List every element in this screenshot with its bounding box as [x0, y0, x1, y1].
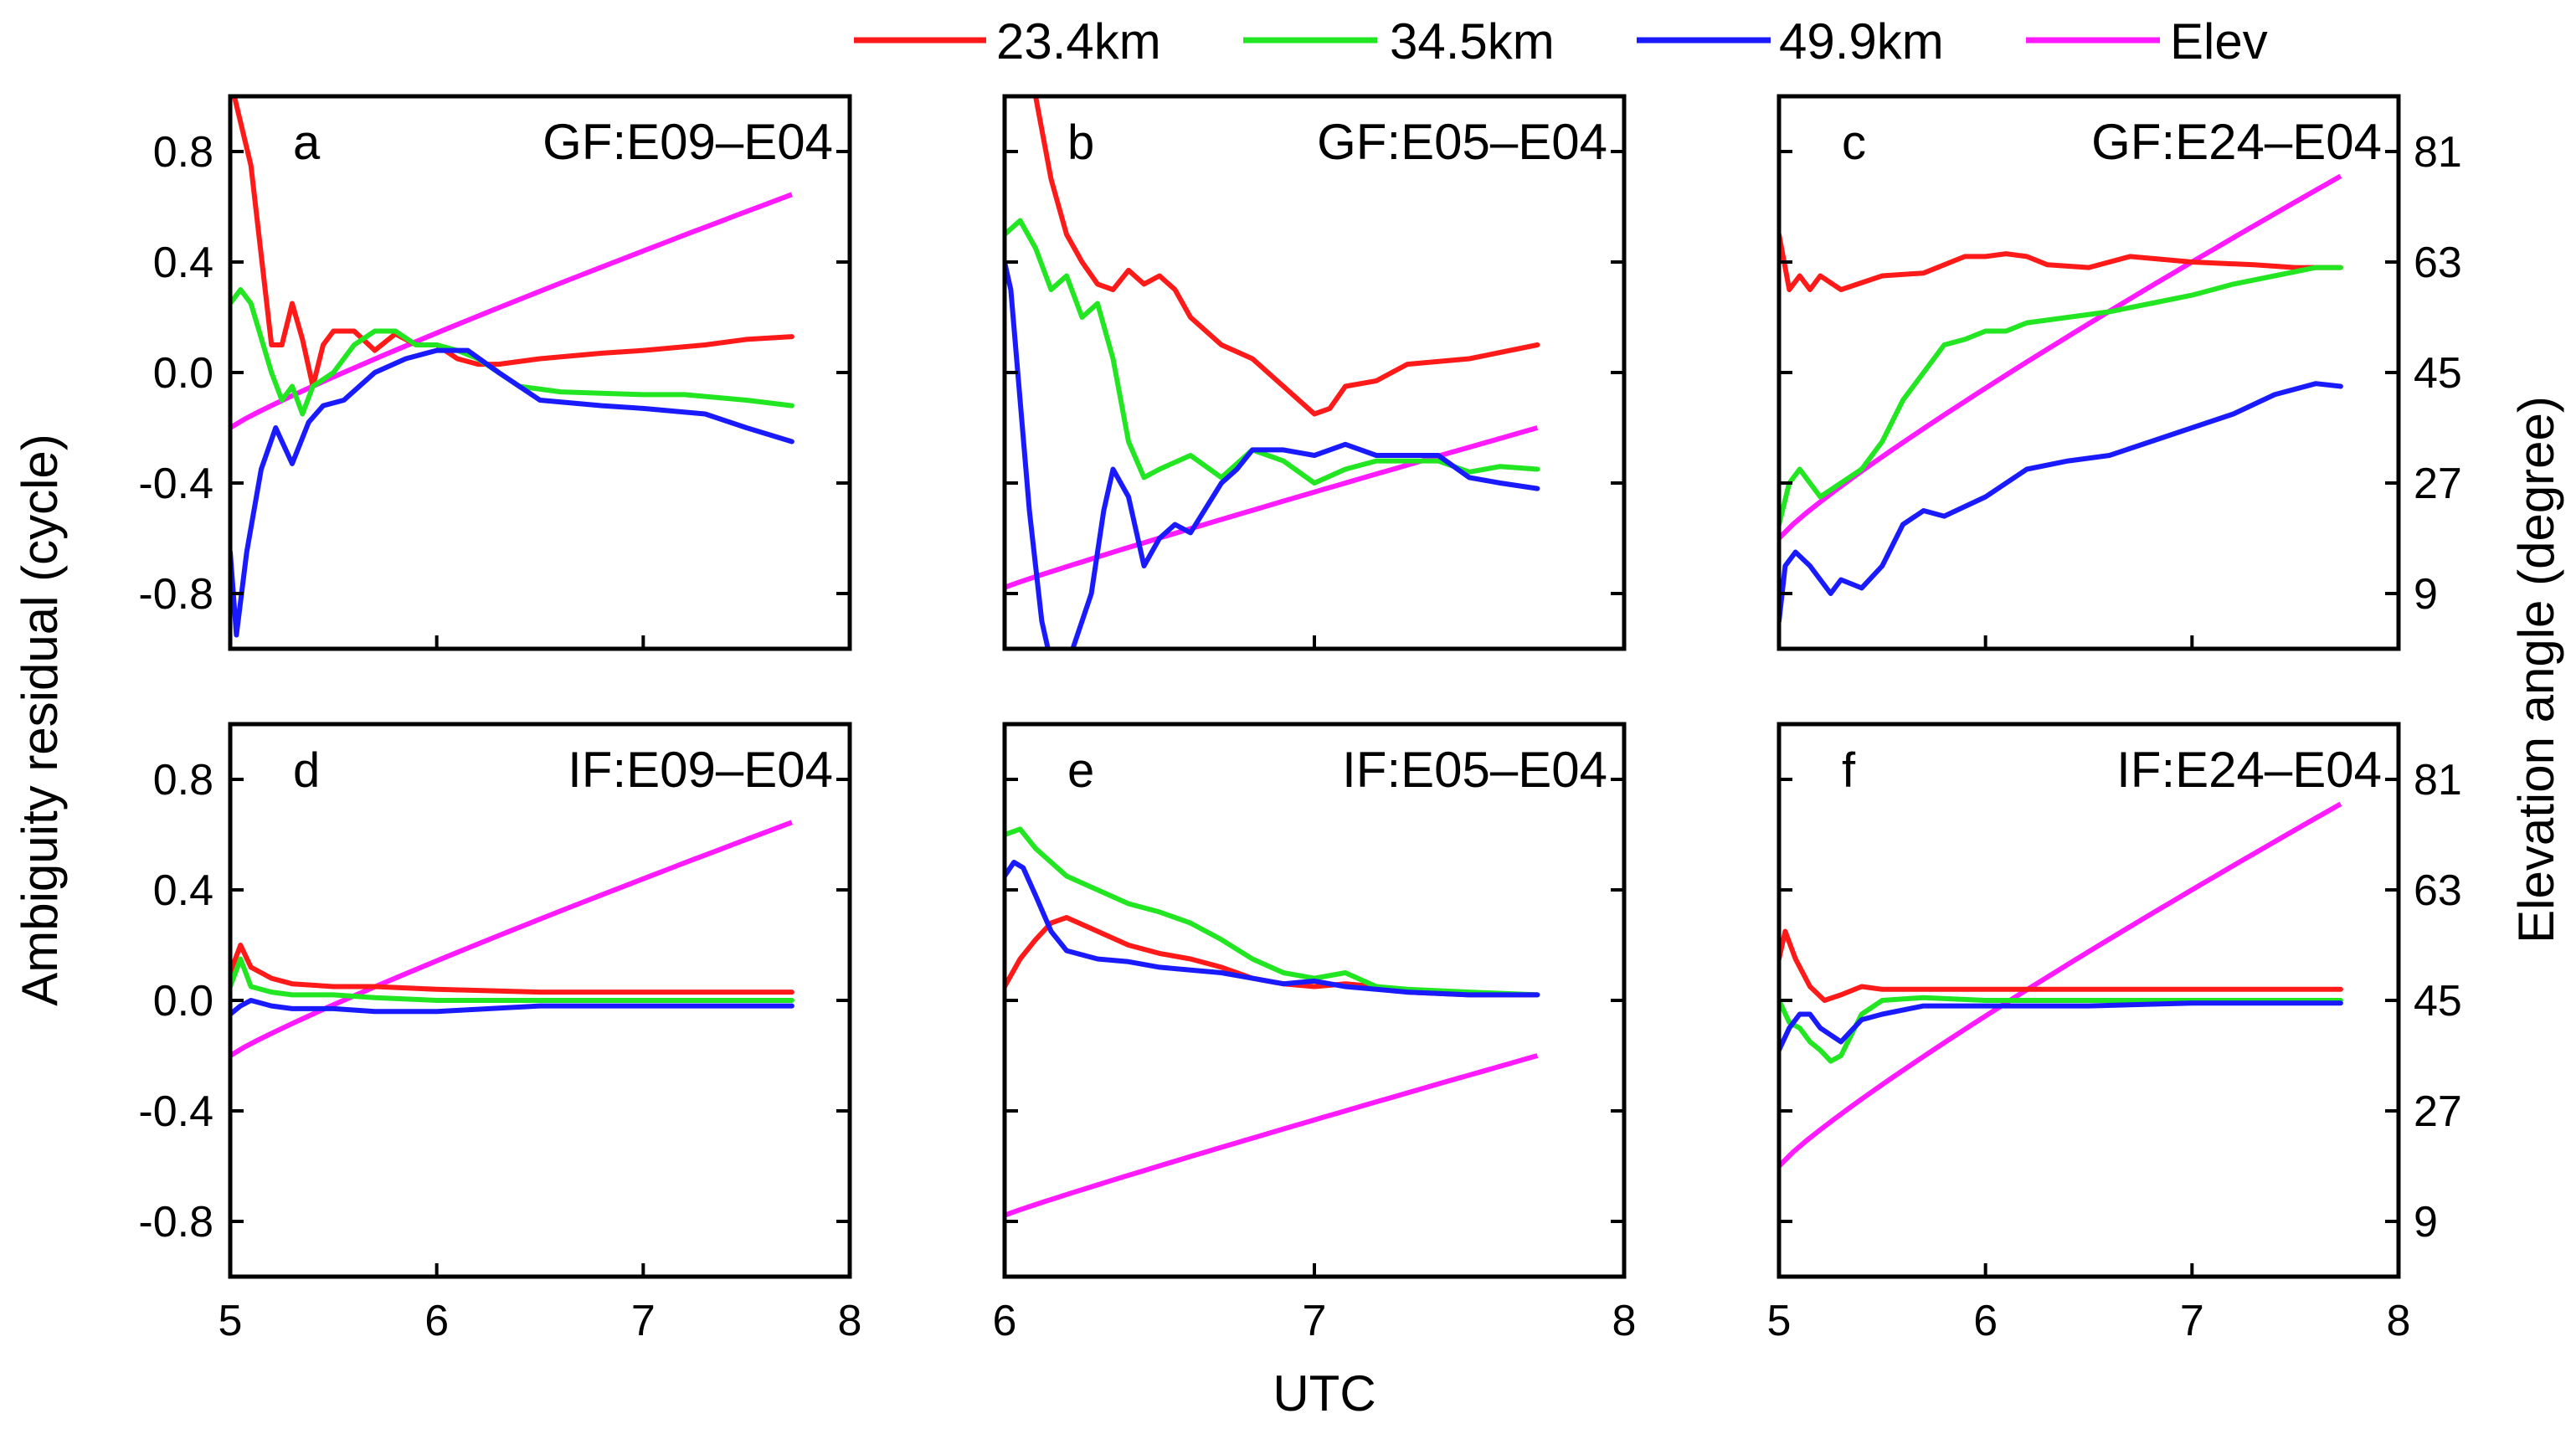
series-34.5km-e — [1005, 826, 1540, 998]
ytick-label-left: 0.4 — [153, 239, 213, 287]
panel-title-e: IF:E05–E04 — [1342, 742, 1607, 798]
ytick-label-left: -0.4 — [138, 1087, 213, 1136]
panel-a: 0.8 0.4 0.0 -0.4 -0.8 a GF:E09–E04 — [138, 94, 852, 651]
panel-title-c: GF:E24–E04 — [2091, 114, 2382, 170]
ytick-label-right: 81 — [2414, 756, 2462, 804]
panel-letter-c: c — [1842, 116, 1866, 170]
panel-c: 81 63 45 27 9 c GF:E24–E04 — [1776, 94, 2462, 651]
xtick-label-d: 8 — [838, 1297, 862, 1345]
plot-area-b — [1005, 96, 1540, 649]
plot-area-f — [1779, 801, 2343, 1169]
ytick-label-left: 0.0 — [153, 349, 213, 398]
xtick-label-f: 8 — [2387, 1297, 2411, 1345]
legend-label-34.5km: 34.5km — [1390, 13, 1555, 69]
series-34.5km-a — [230, 287, 794, 417]
panel-title-f: IF:E24–E04 — [2116, 742, 2382, 798]
panel-letter-a: a — [293, 116, 321, 170]
ytick-label-right: 63 — [2414, 866, 2462, 915]
frame-c — [1776, 94, 2401, 651]
xtick-label-f: 6 — [1973, 1297, 1998, 1345]
xtick-label-f: 5 — [1767, 1297, 1792, 1345]
plot-area-c — [1779, 173, 2343, 624]
legend-label-elev: Elev — [2170, 13, 2268, 69]
series-49.9km-c — [1779, 381, 2343, 624]
panel-e: 6 7 8 e IF:E05–E04 — [993, 722, 1637, 1345]
xtick-label-e: 7 — [1303, 1297, 1327, 1345]
ytick-label-left: -0.4 — [138, 460, 213, 508]
xtick-label-d: 7 — [631, 1297, 656, 1345]
y-axis-title-right: Elevation angle (degree) — [2508, 396, 2564, 943]
panel-letter-b: b — [1067, 116, 1094, 170]
series-23.4km-f — [1779, 928, 2343, 1003]
frame-a — [228, 94, 852, 651]
series-34.5km-d — [230, 956, 794, 1003]
ytick-label-right: 63 — [2414, 239, 2462, 287]
series-23.4km-d — [230, 943, 794, 995]
series-49.9km-b — [1005, 260, 1540, 649]
panel-letter-d: d — [293, 743, 320, 798]
legend: 23.4km 34.5km 49.9km Elev — [854, 13, 2268, 69]
ytick-label-right: 45 — [2414, 977, 2462, 1025]
ytick-label-right: 45 — [2414, 349, 2462, 398]
ytick-label-right: 81 — [2414, 128, 2462, 177]
ytick-label-left: 0.8 — [153, 128, 213, 177]
ytick-label-left: 0.0 — [153, 977, 213, 1025]
panel-title-b: GF:E05–E04 — [1317, 114, 1607, 170]
series-elev-a — [230, 192, 793, 430]
ytick-label-left: 0.8 — [153, 756, 213, 804]
series-23.4km-c — [1779, 232, 2343, 292]
xtick-label-e: 8 — [1612, 1297, 1637, 1345]
xtick-label-d: 5 — [219, 1297, 243, 1345]
ytick-label-left: -0.8 — [138, 570, 213, 619]
series-23.4km-b — [1005, 96, 1540, 417]
panel-letter-e: e — [1067, 743, 1094, 798]
series-elev-b — [1005, 425, 1539, 590]
series-elev-e — [1005, 1053, 1539, 1218]
series-elev-d — [230, 820, 793, 1058]
x-axis-title: UTC — [1273, 1365, 1375, 1421]
plot-area-d — [230, 820, 794, 1058]
series-49.9km-a — [230, 347, 794, 638]
ytick-label-left: -0.8 — [138, 1198, 213, 1247]
plot-area-e — [1005, 826, 1540, 1218]
panel-d: 0.8 0.4 0.0 -0.4 -0.8 5 6 7 8 d IF:E09–E04 — [138, 722, 862, 1345]
panel-title-a: GF:E09–E04 — [542, 114, 833, 170]
ytick-label-right: 9 — [2414, 570, 2438, 619]
y-axis-title-left: Ambiguity residual (cycle) — [12, 434, 68, 1006]
series-49.9km-d — [230, 998, 794, 1017]
ytick-label-right: 27 — [2414, 460, 2462, 508]
panel-b: b GF:E05–E04 — [1002, 94, 1627, 651]
panels-group: 0.8 0.4 0.0 -0.4 -0.8 a GF:E09–E04 b GF:E05–E04 8… — [138, 94, 2462, 1345]
frame-e — [1002, 722, 1627, 1279]
xtick-label-d: 6 — [424, 1297, 449, 1345]
panel-f: 81 63 45 27 9 5 6 7 8 f IF:E24–E04 — [1767, 722, 2462, 1345]
legend-label-49.9km: 49.9km — [1779, 13, 1944, 69]
ytick-label-left: 0.4 — [153, 866, 213, 915]
series-elev-f — [1779, 801, 2342, 1169]
legend-label-23.4km: 23.4km — [996, 13, 1161, 69]
plot-area-a — [230, 96, 794, 638]
series-34.5km-c — [1779, 265, 2343, 527]
panel-title-d: IF:E09–E04 — [568, 742, 833, 798]
series-49.9km-e — [1005, 860, 1540, 998]
series-elev-c — [1779, 173, 2342, 541]
ytick-label-right: 27 — [2414, 1087, 2462, 1136]
series-34.5km-b — [1005, 218, 1540, 486]
panel-letter-f: f — [1842, 743, 1856, 798]
series-49.9km-f — [1779, 1000, 2343, 1053]
series-34.5km-f — [1779, 995, 2343, 1064]
ytick-label-right: 9 — [2414, 1198, 2438, 1247]
xtick-label-e: 6 — [993, 1297, 1017, 1345]
xtick-label-f: 7 — [2180, 1297, 2204, 1345]
